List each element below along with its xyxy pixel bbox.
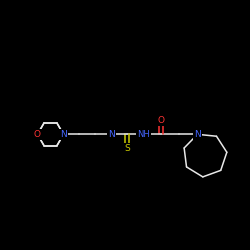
Text: S: S bbox=[124, 144, 130, 153]
Text: O: O bbox=[34, 130, 41, 139]
Text: N: N bbox=[108, 130, 115, 139]
Text: NH: NH bbox=[137, 130, 150, 139]
Text: N: N bbox=[60, 130, 67, 139]
Text: N: N bbox=[194, 130, 201, 139]
Text: O: O bbox=[158, 116, 165, 125]
